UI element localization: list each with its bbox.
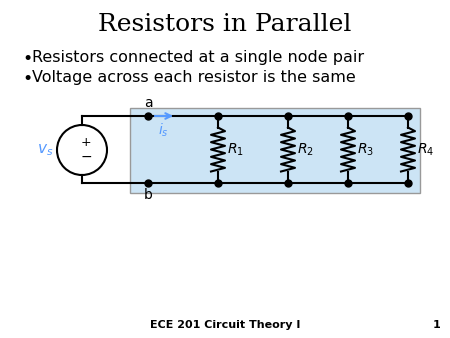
- Text: Resistors in Parallel: Resistors in Parallel: [98, 13, 352, 36]
- Text: •: •: [22, 70, 32, 88]
- Text: b: b: [144, 188, 153, 202]
- Text: ECE 201 Circuit Theory I: ECE 201 Circuit Theory I: [150, 320, 300, 330]
- Bar: [130, 108, 420, 193]
- Text: $v_s$: $v_s$: [36, 142, 53, 158]
- Text: Voltage across each resistor is the same: Voltage across each resistor is the same: [32, 70, 356, 85]
- Text: a: a: [144, 96, 152, 110]
- Text: −: −: [80, 150, 92, 164]
- Text: +: +: [81, 136, 91, 148]
- Text: Resistors connected at a single node pair: Resistors connected at a single node pai…: [32, 50, 364, 65]
- Text: $R_2$: $R_2$: [297, 141, 314, 158]
- Text: $R_3$: $R_3$: [357, 141, 374, 158]
- Text: •: •: [22, 50, 32, 68]
- Text: $R_4$: $R_4$: [417, 141, 434, 158]
- Text: $R_1$: $R_1$: [227, 141, 244, 158]
- Text: $i_s$: $i_s$: [158, 122, 169, 139]
- Text: 1: 1: [432, 320, 440, 330]
